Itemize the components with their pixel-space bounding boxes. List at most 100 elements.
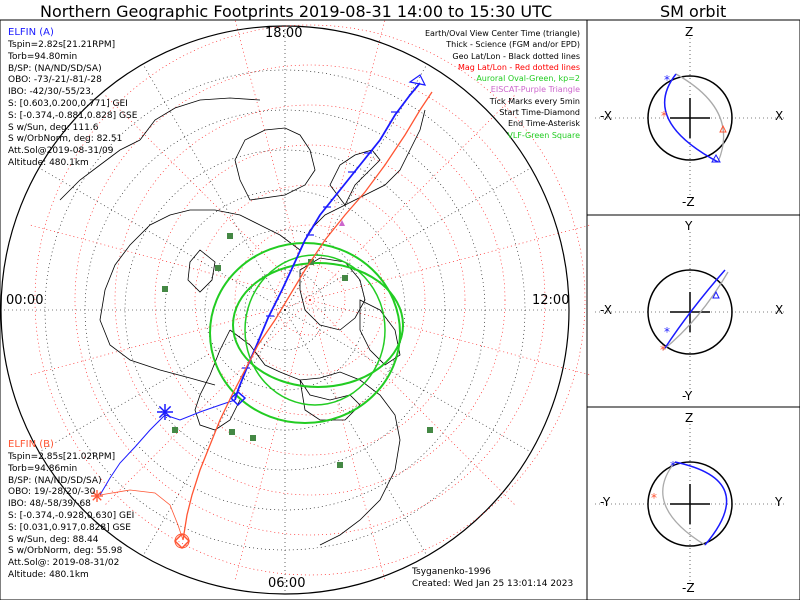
sm-label-bottom: -Z [682, 195, 695, 209]
sm-label-left: -Y [600, 495, 611, 509]
sm-panel-yz-frame [586, 406, 800, 600]
mag-meridian [29, 299, 311, 376]
vlf-square [337, 462, 343, 468]
legend-entry: VLF-Green Square [507, 130, 580, 140]
elfin-b-info-line: Tspin=2.85s[21.02RPM] [8, 452, 116, 462]
elfin-b-info-line: S: [-0.374,-0.928,0.630] GEI [8, 510, 135, 521]
earth-circle [647, 269, 733, 355]
geo-meridian [284, 167, 532, 311]
earth-circle [647, 461, 733, 547]
elfin-a-end-asterisk [157, 404, 173, 420]
elfin-b-info-line: Att.Sol@: 2019-08-31/02 [8, 558, 120, 569]
sm-panel-xy-frame [586, 214, 800, 408]
sm-asterisk-a: * [664, 325, 670, 339]
elfin-a-track-extension [99, 399, 236, 496]
sm-asterisk-a: * [664, 73, 670, 87]
elfin-b-info-line: S w/OrbNorm, deg: 55.98 [8, 546, 123, 557]
elfin-b-info-line: Torb=94.86min [8, 463, 78, 474]
elfin-b-end-asterisk [91, 490, 103, 502]
mag-meridian [104, 94, 311, 301]
legend-entry: Geo Lat/Lon - Black dotted lines [452, 51, 580, 61]
elfin-a-orbit [664, 269, 726, 349]
mag-meridian [309, 224, 591, 301]
polar-map [0, 19, 591, 595]
elfin-a-orbit [674, 461, 728, 546]
sm-label-right: X [775, 109, 784, 123]
model-credit: Tsyganenko-1996 [412, 567, 491, 577]
mag-latitude-circle [154, 144, 466, 456]
coastlines [59, 97, 426, 546]
vlf-square [162, 286, 168, 292]
vlf-square [227, 233, 233, 239]
legend-entry: Mag Lat/Lon - Red dotted lines [457, 62, 580, 72]
elfin-b-orbit [675, 73, 725, 163]
legend-entry: Tick Marks every 5min [489, 96, 580, 106]
mag-meridian [234, 19, 311, 301]
eiscat-triangle [339, 220, 345, 226]
asterisk-stroke [158, 405, 172, 419]
elfin-a-info-line: Att.Sol@2019-08-31/09 [8, 146, 114, 157]
geo-meridian [38, 309, 286, 453]
sm-triangle-a [712, 290, 720, 299]
auroral-oval [209, 242, 404, 424]
sm-asterisk-b: * [651, 491, 657, 505]
elfin-a-info-line: S: [-0.374,-0.881,0.828] GSE [8, 110, 138, 121]
legend-entry: Start Time-Diamond [499, 108, 580, 118]
elfin-b-info: ELFIN (B) Tspin=2.85s[21.02RPM] Torb=94.8… [8, 440, 134, 582]
sm-asterisk-b: * [660, 343, 666, 357]
mag-grid-lines [29, 19, 591, 581]
vlf-square [229, 429, 235, 435]
created-timestamp: Created: Wed Jan 25 13:01:14 2023 [412, 579, 574, 589]
figure-title: Northern Geographic Footprints 2019-08-3… [40, 2, 553, 21]
sm-label-bottom: -Z [682, 581, 695, 595]
sm-panel-2: ** [595, 232, 785, 392]
elfin-b-info-line: Altitude: 480.1km [8, 569, 89, 580]
elfin-a-info-line: Altitude: 480.1km [8, 157, 89, 168]
clock-label-bottom: 06:00 [268, 576, 306, 591]
sm-triangle-b [719, 124, 727, 133]
mag-meridian [309, 299, 386, 581]
legend-entry: Earth/Oval View Center Time (triangle) [424, 29, 580, 38]
elfin-a-title: ELFIN (A) [8, 27, 54, 38]
elfin-a-info-line: OBO: -73/-21/-81/-28 [8, 75, 102, 86]
elfin-a-info-line: IBO: -42/30/-55/23, [8, 87, 94, 98]
sm-orbit-title: SM orbit [660, 2, 727, 21]
auroral-oval-outer [209, 242, 401, 424]
auroral-oval-inner [244, 254, 386, 406]
elfin-b-start-circle [174, 533, 190, 549]
elfin-a-info-line: S: [0.603,0.200,0.771] GEI [8, 98, 128, 109]
clock-label-top: 18:00 [265, 26, 303, 41]
elfin-b-track [182, 91, 433, 541]
geo-meridian [284, 309, 532, 453]
mag-latitude-circle [234, 224, 386, 376]
legend-entry: End Time-Asterisk [507, 119, 580, 129]
sm-label-left: -X [600, 303, 612, 317]
mag-latitude-circle [114, 104, 506, 496]
elfin-a-start-diamond [229, 391, 247, 407]
mag-meridian [29, 224, 311, 301]
mag-meridian [104, 299, 311, 506]
elfin-b-info-line: B/SP: (NA/ND/SD/SA) [8, 475, 102, 486]
mag-meridian [309, 299, 516, 506]
vlf-square [342, 275, 348, 281]
geo-meridian [38, 167, 286, 311]
sm-label-top: Z [685, 411, 694, 425]
vlf-square [427, 427, 433, 433]
elfin-a-view-center-triangle [408, 74, 427, 86]
sm-asterisk-a: * [670, 459, 676, 473]
mag-latitude-circle [194, 184, 426, 416]
legend-entry: Thick - Science (FGM and/or EPD) [446, 40, 580, 50]
vlf-stations [162, 233, 433, 468]
asterisk-stroke [92, 491, 102, 501]
elfin-a-info-line: S w/Sun, deg: 111.6 [8, 122, 99, 133]
sm-orbit-panels: ****** [595, 38, 785, 584]
geo-meridian [142, 309, 286, 557]
sm-label-right: X [775, 303, 784, 317]
sm-label-top: Z [685, 25, 694, 39]
legend-entry: Auroral Oval-Green, kp=2 [476, 74, 580, 84]
sm-label-top: Y [685, 219, 693, 233]
sm-label-left: -X [600, 109, 612, 123]
satellite-tracks [91, 74, 433, 550]
